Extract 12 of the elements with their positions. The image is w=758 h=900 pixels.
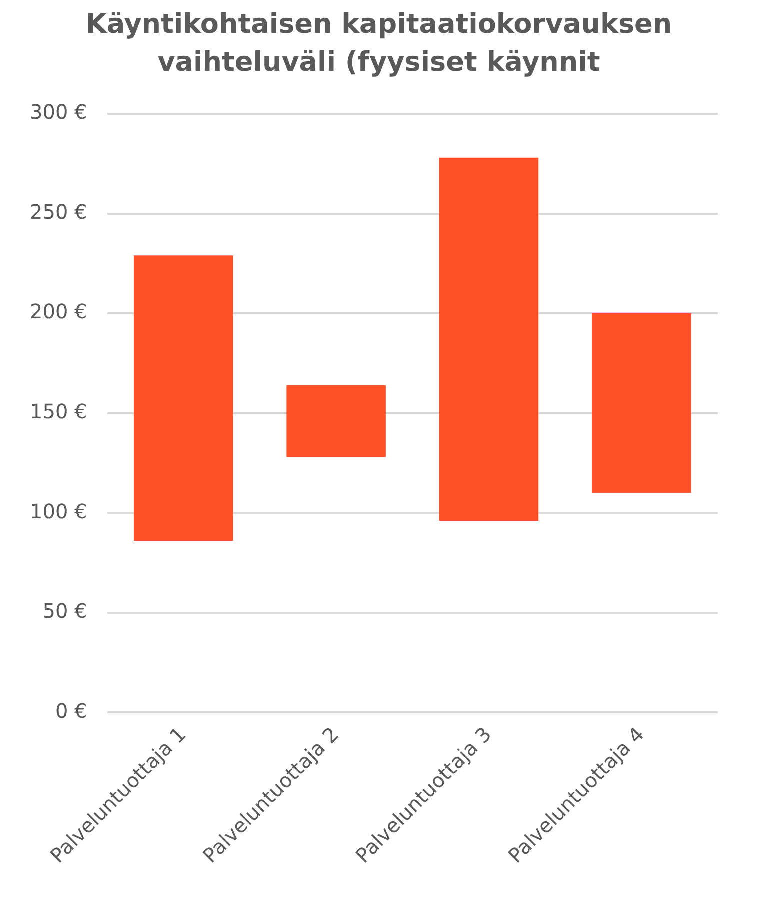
- y-tick-label: 50 €: [42, 599, 88, 624]
- bar: [439, 158, 539, 522]
- y-tick-label: 100 €: [30, 499, 88, 524]
- bar: [286, 385, 386, 458]
- y-tick-label: 300 €: [30, 100, 88, 124]
- y-tick-label: 0 €: [55, 698, 88, 723]
- y-tick-label: 250 €: [30, 200, 88, 224]
- bar: [134, 256, 234, 542]
- chart-title: Käyntikohtaisen kapitaatiokorvauksen vaihteluväli (fyysiset käynnit: [84, 8, 674, 80]
- bar: [592, 314, 692, 494]
- y-tick-label: 200 €: [30, 300, 88, 324]
- y-tick-label: 150 €: [30, 400, 88, 424]
